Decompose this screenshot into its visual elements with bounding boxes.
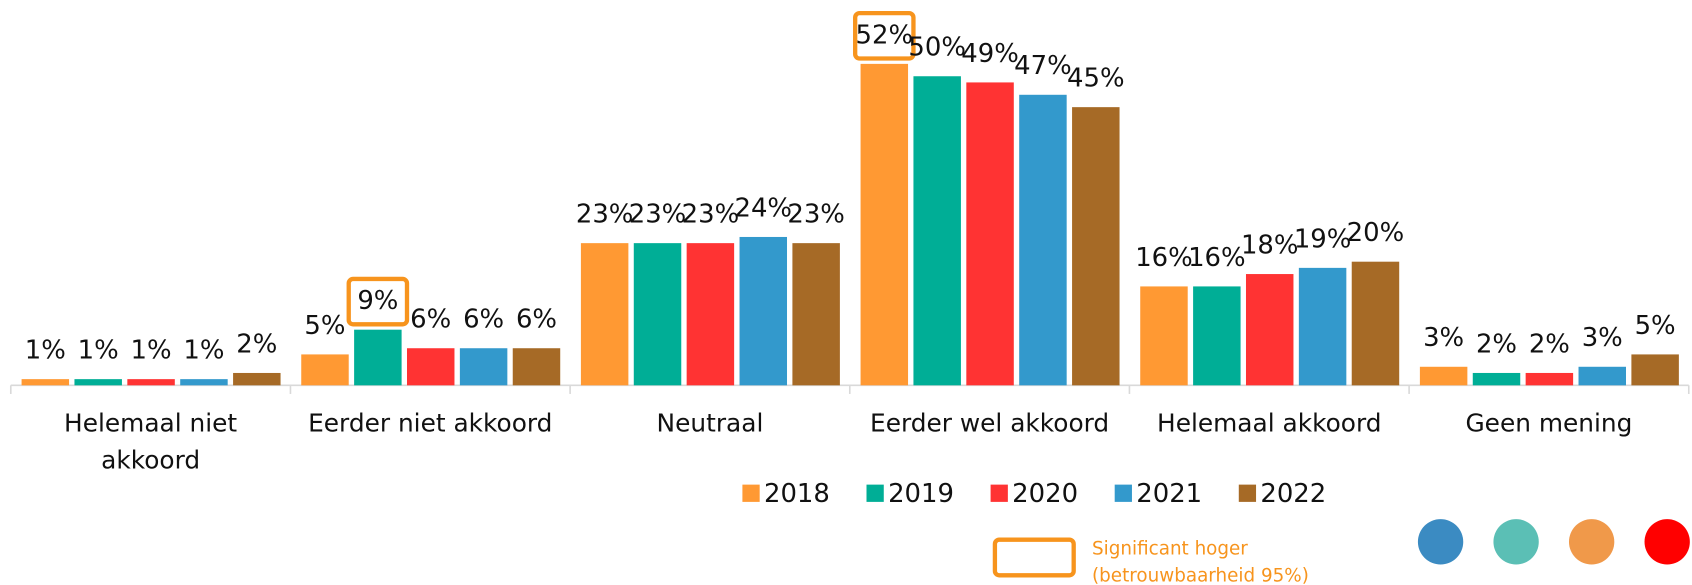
x-tick-label-box: Neutraal [656,410,764,439]
bar [860,63,909,386]
bar [127,379,175,386]
bar [1245,274,1294,386]
x-tick-label: Neutraal [656,410,764,439]
x-tick-label: Eerder wel akkoord [870,410,1110,439]
legend-swatch [742,484,760,502]
value-label: 23% [576,200,634,230]
legend-label: 2018 [764,479,830,509]
bar [1578,366,1626,386]
significance-box [346,276,410,327]
value-label: 49% [961,39,1019,69]
value-label: 52% [856,20,914,50]
value-label: 16% [1188,243,1246,273]
x-tick-label: Eerder niet akkoord [308,410,553,439]
value-label: 2% [236,329,277,359]
bar [1298,267,1347,386]
value-label: 1% [131,336,172,366]
x-tick-label: Helemaal akkoord [1157,410,1382,439]
decor-dot [1417,519,1464,565]
bar [74,379,122,386]
bar [21,379,70,386]
value-label: 3% [1582,323,1623,353]
bar [1472,372,1521,386]
bar [1631,354,1679,386]
bar [966,82,1014,386]
value-label: 5% [1635,311,1676,341]
bar [301,354,349,386]
value-label: 1% [183,336,224,366]
bar [792,243,840,386]
bar [406,348,455,386]
x-tick-label-box: Eerder wel akkoord [870,410,1110,439]
bar [180,379,228,386]
decor-dot [1568,519,1615,565]
value-label: 47% [1014,51,1072,81]
value-label: 23% [629,200,687,230]
significance-legend-box [992,537,1076,578]
value-label: 2% [1529,329,1570,359]
value-label: 23% [682,200,740,230]
legend-label: 2022 [1260,479,1326,509]
legend-label: 2019 [888,479,954,509]
x-tick-label: Geen mening [1465,410,1633,439]
bar [686,243,735,386]
legend-swatch [990,484,1008,502]
bar [633,243,682,386]
bar [913,76,961,386]
value-label: 5% [304,311,345,341]
value-label: 2% [1476,329,1517,359]
value-label: 1% [78,336,119,366]
value-label: 16% [1135,243,1193,273]
value-label: 18% [1241,230,1299,260]
x-tick-label: Helemaal niet akkoord [64,410,238,475]
bar [1072,107,1120,386]
significance-note: Significant hoger [1092,538,1248,559]
bar [354,329,402,386]
value-label: 3% [1423,323,1464,353]
bar [739,236,788,386]
decor-dot [1493,519,1539,565]
value-label: 45% [1067,64,1125,94]
significance-note: (betrouwbaarheid 95%) [1092,565,1309,585]
legend-swatch [1114,484,1132,502]
value-label: 1% [25,336,66,366]
bar [580,243,629,386]
bar [233,372,281,386]
x-tick-label-box: Helemaal niet akkoord [64,410,238,475]
legend-label: 2020 [1012,479,1078,509]
decor-dot [1644,519,1690,565]
x-tick-label-box: Geen mening [1465,410,1633,439]
value-label: 24% [735,193,793,223]
value-label: 19% [1294,224,1352,254]
value-label: 50% [908,33,966,63]
bar [1019,94,1067,386]
bar [1351,261,1400,386]
value-label: 6% [410,305,451,335]
significance-box [853,10,916,61]
value-label: 6% [463,305,504,335]
legend-swatch [866,484,884,502]
bar [459,348,508,386]
bar [1419,366,1468,386]
bar [512,348,561,386]
value-label: 6% [516,305,557,335]
value-label: 9% [357,286,398,316]
bar [1193,286,1241,386]
bar [1140,286,1188,386]
value-label: 20% [1347,218,1405,248]
value-label: 23% [787,200,845,230]
x-tick-label-box: Eerder niet akkoord [308,410,553,439]
legend-label: 2021 [1136,479,1202,509]
legend-swatch [1238,484,1257,502]
bar [1525,372,1574,386]
x-tick-label-box: Helemaal akkoord [1157,410,1382,439]
